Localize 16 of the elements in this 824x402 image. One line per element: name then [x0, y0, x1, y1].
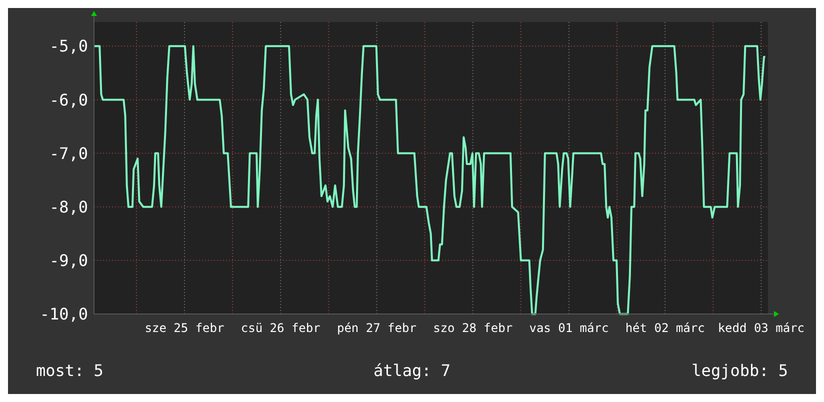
text: most: 5: [36, 361, 104, 380]
y-tick-label: -9,0: [49, 251, 88, 270]
y-tick-label: -5,0: [49, 36, 88, 56]
text: legjobb: 5: [692, 361, 788, 380]
y-tick-label: -10,0: [40, 304, 88, 324]
y-tick-label: -7,0: [49, 144, 88, 163]
x-tick-label: vas 01 márc: [529, 321, 609, 335]
x-tick-label: csü 26 febr: [240, 321, 320, 335]
y-tick-label: -8,0: [49, 197, 88, 216]
x-tick-label: hét 02 márc: [625, 321, 705, 335]
x-tick-label: sze 25 febr: [144, 321, 224, 335]
x-tick-label: szo 28 febr: [433, 321, 513, 335]
text: átlag: 7: [373, 361, 451, 380]
x-tick-label: kedd 03 márc: [718, 321, 805, 335]
x-tick-label: pén 27 febr: [336, 321, 416, 335]
y-tick-label: -6,0: [49, 90, 88, 110]
